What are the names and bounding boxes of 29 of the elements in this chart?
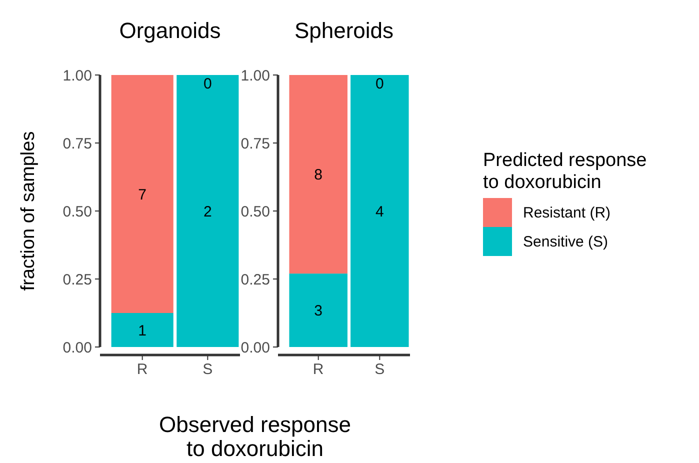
- x-tick-label: S: [374, 361, 385, 378]
- annotation: 7: [138, 186, 147, 204]
- annotation: 0: [375, 75, 384, 92]
- x-tick-label: R: [136, 361, 148, 378]
- chart-title: Organoids: [119, 18, 221, 43]
- annotation: 2: [203, 203, 212, 220]
- y-tick-label: 1.00: [62, 67, 92, 84]
- legend-label: Resistant (R): [523, 204, 611, 222]
- y-tick-label: 1.00: [240, 67, 270, 84]
- x-tick-label: R: [312, 361, 324, 378]
- legend-label: Sensitive (S): [523, 233, 608, 250]
- chart-title: Spheroids: [294, 18, 394, 43]
- y-tick-label: 0.00: [62, 339, 92, 356]
- y-tick-label: 0.25: [62, 271, 92, 288]
- y-tick-label: 0.50: [62, 203, 92, 220]
- y-tick-label: 0.75: [62, 135, 92, 152]
- annotation: 4: [375, 203, 384, 220]
- y-tick-label: 0.00: [240, 339, 270, 356]
- y-tick-label: 0.25: [240, 271, 270, 288]
- y-axis-title: fraction of samples: [18, 131, 39, 291]
- annotation: 8: [314, 166, 323, 184]
- y-tick-label: 0.75: [240, 135, 270, 152]
- annotation: 1: [138, 322, 147, 340]
- annotation: 0: [203, 75, 212, 92]
- x-axis-title: Observed response to doxorubicin: [159, 412, 351, 461]
- legend-title: Predicted response to doxorubicin: [483, 150, 647, 193]
- x-tick-label: S: [202, 361, 213, 378]
- y-tick-label: 0.50: [240, 203, 270, 220]
- annotation: 3: [314, 302, 323, 320]
